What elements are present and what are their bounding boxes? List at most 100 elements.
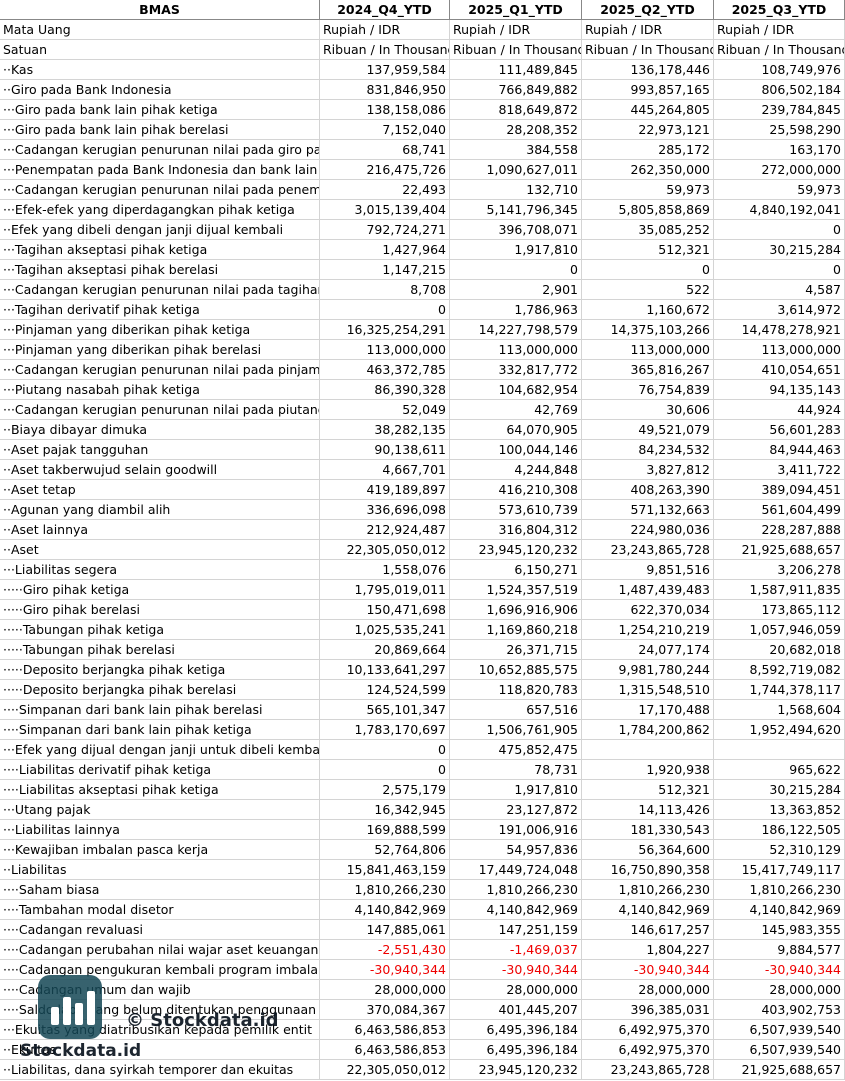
value-cell [582, 740, 714, 760]
row-label: ···Cadangan kerugian penurunan nilai pad… [0, 400, 320, 420]
value-cell: 1,568,604 [714, 700, 845, 720]
value-cell: 1,090,627,011 [450, 160, 582, 180]
row-label: ···Tagihan derivatif pihak ketiga [0, 300, 320, 320]
value-cell: 228,287,888 [714, 520, 845, 540]
value-cell: 285,172 [582, 140, 714, 160]
value-cell: 1,795,019,011 [320, 580, 450, 600]
row-label: ····Cadangan pengukuran kembali program … [0, 960, 320, 980]
value-cell: 1,524,357,519 [450, 580, 582, 600]
value-cell: Rupiah / IDR [450, 20, 582, 40]
row-label: ···Pinjaman yang diberikan pihak berelas… [0, 340, 320, 360]
value-cell: 1,147,215 [320, 260, 450, 280]
value-cell: 403,902,753 [714, 1000, 845, 1020]
value-cell: 28,000,000 [450, 980, 582, 1000]
value-cell: 4,140,842,969 [582, 900, 714, 920]
value-cell: 657,516 [450, 700, 582, 720]
row-label: ··Ekuitas [0, 1040, 320, 1060]
value-cell: 6,150,271 [450, 560, 582, 580]
value-cell: 22,305,050,012 [320, 540, 450, 560]
value-cell: 1,506,761,905 [450, 720, 582, 740]
value-cell: 384,558 [450, 140, 582, 160]
header-cell: 2025_Q1_YTD [450, 0, 582, 20]
value-cell: 1,810,266,230 [320, 880, 450, 900]
value-cell: 14,478,278,921 [714, 320, 845, 340]
row-label: ··Aset pajak tangguhan [0, 440, 320, 460]
watermark-caption: © Stockdata.id [126, 1010, 279, 1031]
value-cell: 113,000,000 [450, 340, 582, 360]
value-cell: Ribuan / In Thousand [450, 40, 582, 60]
value-cell: 16,325,254,291 [320, 320, 450, 340]
value-cell: 573,610,739 [450, 500, 582, 520]
row-label: ···Giro pada bank lain pihak berelasi [0, 120, 320, 140]
value-cell: 396,385,031 [582, 1000, 714, 1020]
value-cell: 21,925,688,657 [714, 1060, 845, 1080]
value-cell: 1,427,964 [320, 240, 450, 260]
row-label: ···Utang pajak [0, 800, 320, 820]
value-cell: 212,924,487 [320, 520, 450, 540]
value-cell: 792,724,271 [320, 220, 450, 240]
value-cell: 147,885,061 [320, 920, 450, 940]
value-cell: 30,606 [582, 400, 714, 420]
value-cell: 181,330,543 [582, 820, 714, 840]
value-cell: 0 [450, 260, 582, 280]
row-label: ····Simpanan dari bank lain pihak ketiga [0, 720, 320, 740]
watermark-logo [38, 975, 102, 1039]
value-cell: 6,507,939,540 [714, 1040, 845, 1060]
value-cell: 20,869,664 [320, 640, 450, 660]
value-cell: 4,140,842,969 [320, 900, 450, 920]
value-cell: 30,215,284 [714, 780, 845, 800]
value-cell: 224,980,036 [582, 520, 714, 540]
value-cell: 17,449,724,048 [450, 860, 582, 880]
row-label: ···Piutang nasabah pihak ketiga [0, 380, 320, 400]
logo-bar [63, 997, 71, 1025]
value-cell: 147,251,159 [450, 920, 582, 940]
value-cell: 16,342,945 [320, 800, 450, 820]
value-cell: 64,070,905 [450, 420, 582, 440]
value-cell: 4,587 [714, 280, 845, 300]
watermark-brand: Stockdata.id [20, 1041, 142, 1061]
header-cell: BMAS [0, 0, 320, 20]
value-cell: 6,495,396,184 [450, 1020, 582, 1040]
row-label: ····Simpanan dari bank lain pihak berela… [0, 700, 320, 720]
value-cell: Rupiah / IDR [714, 20, 845, 40]
value-cell: 1,169,860,218 [450, 620, 582, 640]
value-cell: 78,731 [450, 760, 582, 780]
value-cell: 2,575,179 [320, 780, 450, 800]
value-cell: 522 [582, 280, 714, 300]
value-cell: 22,305,050,012 [320, 1060, 450, 1080]
value-cell: 90,138,611 [320, 440, 450, 460]
value-cell: 3,614,972 [714, 300, 845, 320]
value-cell: 396,708,071 [450, 220, 582, 240]
row-label: ·····Tabungan pihak berelasi [0, 640, 320, 660]
value-cell: 1,784,200,862 [582, 720, 714, 740]
row-label: ·····Giro pihak ketiga [0, 580, 320, 600]
value-cell: 512,321 [582, 240, 714, 260]
value-cell: 272,000,000 [714, 160, 845, 180]
value-cell: 8,592,719,082 [714, 660, 845, 680]
row-label: ··Biaya dibayar dimuka [0, 420, 320, 440]
value-cell: 370,084,367 [320, 1000, 450, 1020]
logo-bar [75, 1003, 83, 1025]
row-label: ···Efek-efek yang diperdagangkan pihak k… [0, 200, 320, 220]
row-label: ····Saham biasa [0, 880, 320, 900]
value-cell: 35,085,252 [582, 220, 714, 240]
value-cell: 15,417,749,117 [714, 860, 845, 880]
row-label: ···Tagihan akseptasi pihak berelasi [0, 260, 320, 280]
value-cell: 965,622 [714, 760, 845, 780]
value-cell: 113,000,000 [320, 340, 450, 360]
header-cell: 2025_Q2_YTD [582, 0, 714, 20]
row-label: ···Cadangan kerugian penurunan nilai pad… [0, 180, 320, 200]
value-cell: 419,189,897 [320, 480, 450, 500]
value-cell: 52,049 [320, 400, 450, 420]
value-cell: 561,604,499 [714, 500, 845, 520]
value-cell: 766,849,882 [450, 80, 582, 100]
value-cell: Ribuan / In Thousand [320, 40, 450, 60]
row-label: Mata Uang [0, 20, 320, 40]
value-cell: -30,940,344 [582, 960, 714, 980]
row-label: ···Giro pada bank lain pihak ketiga [0, 100, 320, 120]
row-label: ····Tambahan modal disetor [0, 900, 320, 920]
value-cell: 1,810,266,230 [714, 880, 845, 900]
value-cell: 76,754,839 [582, 380, 714, 400]
